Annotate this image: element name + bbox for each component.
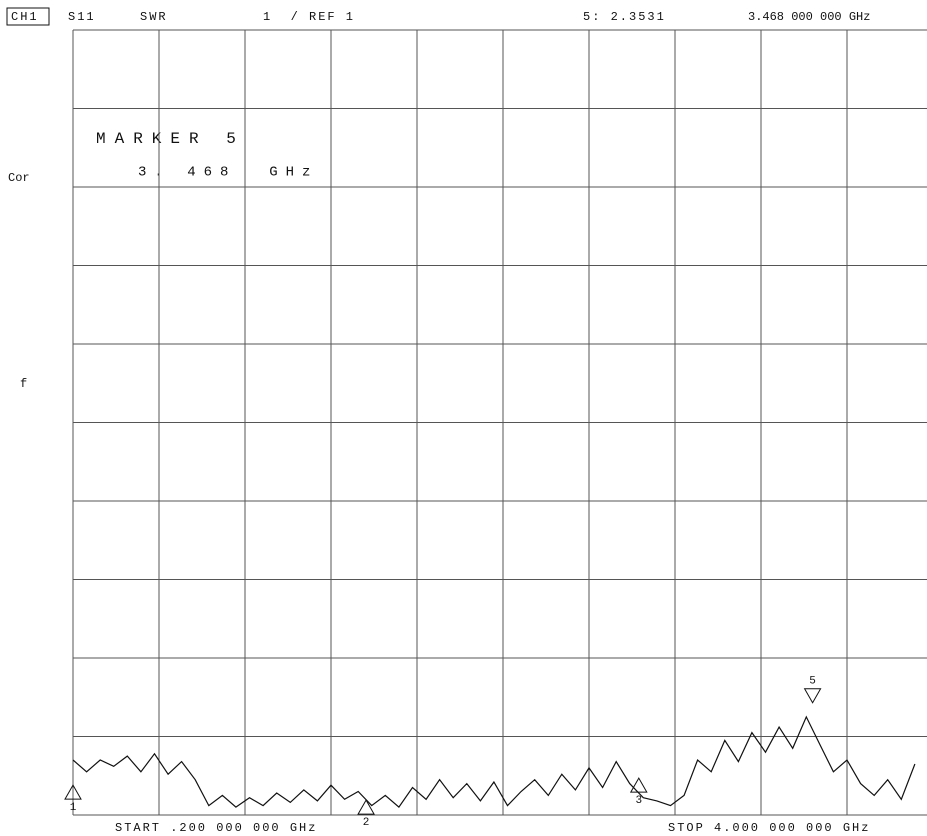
format: SWR — [140, 10, 168, 24]
status2: f — [20, 377, 27, 391]
scale: 1 / REF 1 — [263, 10, 355, 24]
stop-label: STOP 4.000 000 000 GHz — [668, 821, 870, 835]
marker-frequency: 3.468 000 000 GHz — [748, 10, 870, 24]
status: Cor — [8, 171, 30, 185]
marker-readout: 5: 2.3531 — [583, 10, 666, 24]
marker — [64, 784, 82, 800]
channel: CH1 — [11, 10, 39, 24]
marker-label: 2 — [363, 817, 370, 829]
marker-title: MARKER 5 — [96, 130, 245, 148]
marker — [629, 777, 648, 793]
parameter: S11 — [68, 10, 96, 24]
marker-label: 3 — [635, 795, 642, 807]
channel-box — [6, 7, 50, 26]
trace — [72, 715, 916, 808]
start-label: START .200 000 000 GHz — [115, 821, 317, 835]
marker-label: 5 — [809, 676, 816, 688]
marker — [357, 799, 375, 815]
marker-subtitle: 3. 468 GHz — [138, 165, 318, 181]
marker — [803, 688, 822, 704]
marker-label: 1 — [70, 802, 77, 814]
